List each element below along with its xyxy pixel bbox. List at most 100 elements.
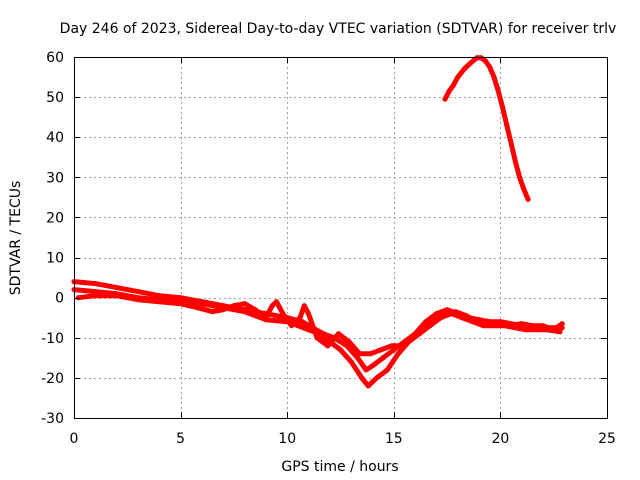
data-point <box>299 319 305 325</box>
data-point <box>365 383 371 389</box>
data-point <box>523 327 529 333</box>
data-point <box>280 311 286 317</box>
data-point <box>178 295 184 301</box>
data-point <box>487 64 493 70</box>
x-tick-label: 5 <box>176 431 185 447</box>
y-tick-label: 60 <box>46 50 64 66</box>
data-point <box>512 158 518 164</box>
data-point <box>242 309 248 315</box>
data-point <box>306 327 311 333</box>
data-point <box>178 301 184 307</box>
data-point <box>517 174 523 180</box>
data-point <box>114 293 120 299</box>
data-point <box>199 301 205 307</box>
data-point <box>485 319 491 325</box>
data-point <box>314 335 320 341</box>
data-point <box>451 82 456 88</box>
data-point <box>210 309 216 315</box>
data-point <box>461 66 467 72</box>
x-tick-label: 15 <box>385 431 403 447</box>
x-tick-label: 0 <box>70 431 79 447</box>
data-point <box>389 343 395 349</box>
data-point <box>483 58 488 64</box>
chart-title: Day 246 of 2023, Sidereal Day-to-day VTE… <box>60 21 617 37</box>
x-tick-label: 10 <box>278 431 296 447</box>
y-tick-label: -10 <box>41 331 64 347</box>
data-point <box>269 303 275 309</box>
data-point <box>348 359 354 365</box>
data-point <box>442 311 448 317</box>
y-tick-label: 50 <box>46 90 64 106</box>
data-point <box>135 289 141 295</box>
data-point <box>500 104 505 110</box>
data-point <box>289 323 294 329</box>
data-point <box>370 363 375 369</box>
data-point <box>135 297 141 303</box>
data-point <box>301 303 307 309</box>
data-point <box>504 122 510 128</box>
data-point <box>363 367 369 373</box>
data-point <box>431 315 437 321</box>
data-point <box>325 343 331 349</box>
data-point <box>474 319 480 325</box>
data-point <box>508 140 514 146</box>
data-point <box>274 299 279 305</box>
data-point <box>92 293 98 299</box>
data-point <box>338 347 343 353</box>
y-tick-label: -30 <box>41 411 64 427</box>
data-point <box>75 295 81 301</box>
data-point <box>231 303 237 309</box>
data-point <box>357 351 363 357</box>
data-point <box>297 315 303 321</box>
data-point <box>92 289 98 295</box>
data-point <box>480 323 486 329</box>
data-point <box>220 307 226 313</box>
data-point <box>242 301 248 307</box>
data-point <box>506 323 512 329</box>
data-point <box>156 299 162 305</box>
data-point <box>410 335 416 341</box>
data-series <box>71 55 565 389</box>
data-point <box>114 285 120 291</box>
data-point <box>335 331 341 337</box>
data-point <box>306 311 311 317</box>
data-point <box>529 323 535 329</box>
data-point <box>399 343 405 349</box>
data-point <box>421 327 427 333</box>
data-point <box>463 313 469 319</box>
data-point <box>521 186 527 192</box>
data-point <box>495 321 501 327</box>
data-point <box>468 60 474 66</box>
x-tick-label: 20 <box>491 431 509 447</box>
data-point <box>263 315 269 321</box>
data-point <box>367 351 373 357</box>
data-point <box>380 355 386 361</box>
data-point <box>355 355 361 361</box>
y-axis-label: SDTVAR / TECUs <box>8 181 24 296</box>
data-point <box>534 327 540 333</box>
data-point <box>525 196 531 202</box>
data-point <box>455 74 461 80</box>
y-tick-label: -20 <box>41 371 64 387</box>
tick-labels: 0 5 10 15 20 25 -30 -20 -10 0 10 20 30 40 50 60 <box>41 50 616 447</box>
data-point <box>559 321 565 327</box>
data-point <box>378 347 384 353</box>
data-point <box>557 329 563 335</box>
data-point <box>92 281 98 287</box>
y-tick-label: 40 <box>46 130 64 146</box>
x-tick-label: 25 <box>598 431 616 447</box>
data-point <box>359 375 365 381</box>
data-point <box>391 347 397 353</box>
data-point <box>195 305 201 311</box>
data-point <box>491 74 497 80</box>
axis-ticks <box>74 57 608 419</box>
data-point <box>551 327 557 333</box>
data-point <box>495 88 501 94</box>
data-point <box>252 307 258 313</box>
y-tick-label: 0 <box>55 291 64 307</box>
data-point <box>374 375 380 381</box>
y-tick-label: 20 <box>46 210 64 226</box>
data-point <box>295 323 301 329</box>
